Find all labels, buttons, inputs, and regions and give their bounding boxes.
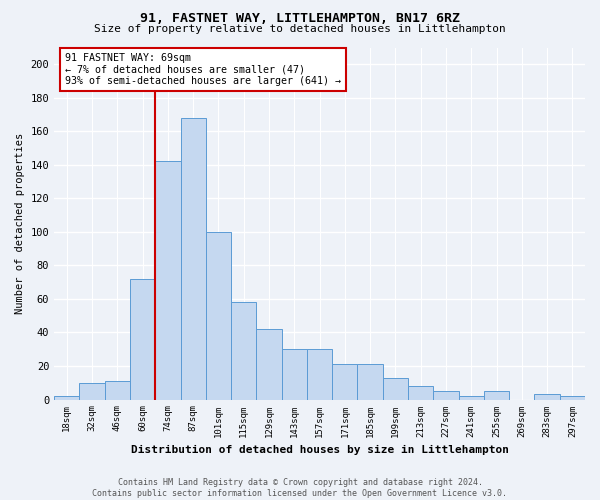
Text: 91 FASTNET WAY: 69sqm
← 7% of detached houses are smaller (47)
93% of semi-detac: 91 FASTNET WAY: 69sqm ← 7% of detached h…: [65, 53, 341, 86]
Bar: [433, 391, 458, 400]
Bar: [256, 329, 281, 400]
Bar: [383, 378, 408, 400]
Bar: [155, 162, 181, 400]
Bar: [535, 394, 560, 400]
Bar: [105, 381, 130, 400]
Text: Size of property relative to detached houses in Littlehampton: Size of property relative to detached ho…: [94, 24, 506, 34]
Bar: [54, 396, 79, 400]
Bar: [332, 364, 358, 400]
Bar: [358, 364, 383, 400]
Text: Contains HM Land Registry data © Crown copyright and database right 2024.
Contai: Contains HM Land Registry data © Crown c…: [92, 478, 508, 498]
Bar: [130, 279, 155, 400]
Y-axis label: Number of detached properties: Number of detached properties: [15, 133, 25, 314]
Bar: [79, 383, 105, 400]
X-axis label: Distribution of detached houses by size in Littlehampton: Distribution of detached houses by size …: [131, 445, 509, 455]
Bar: [181, 118, 206, 400]
Bar: [458, 396, 484, 400]
Bar: [408, 386, 433, 400]
Bar: [560, 396, 585, 400]
Bar: [484, 391, 509, 400]
Bar: [307, 349, 332, 400]
Bar: [206, 232, 231, 400]
Bar: [281, 349, 307, 400]
Text: 91, FASTNET WAY, LITTLEHAMPTON, BN17 6RZ: 91, FASTNET WAY, LITTLEHAMPTON, BN17 6RZ: [140, 12, 460, 26]
Bar: [231, 302, 256, 400]
